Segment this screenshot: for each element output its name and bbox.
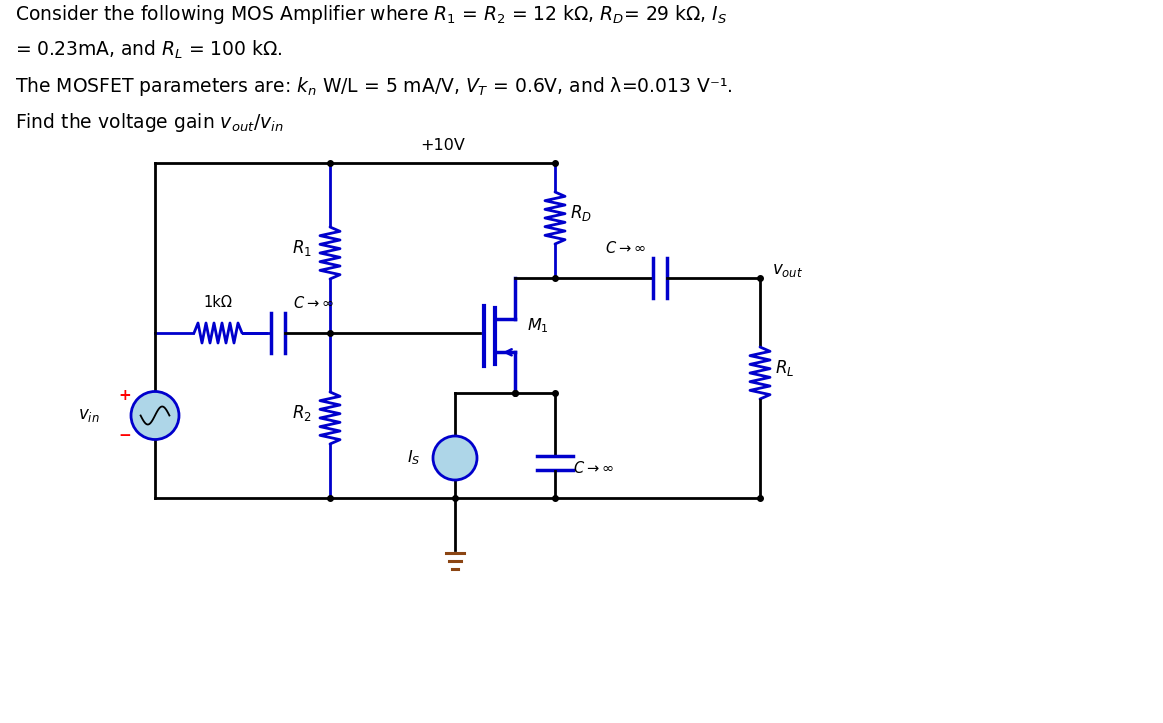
- Text: +: +: [119, 388, 131, 403]
- Text: The MOSFET parameters are: $k_n$ W/L = 5 mA/V, $V_T$ = 0.6V, and λ=0.013 V⁻¹.: The MOSFET parameters are: $k_n$ W/L = 5…: [15, 75, 733, 98]
- Text: $I_S$: $I_S$: [407, 449, 420, 467]
- Text: $C \rightarrow \infty$: $C \rightarrow \infty$: [605, 240, 645, 256]
- Text: −: −: [119, 428, 131, 443]
- Text: $R_1$: $R_1$: [292, 238, 312, 258]
- Text: Find the voltage gain $v_{out}$/$v_{in}$: Find the voltage gain $v_{out}$/$v_{in}$: [15, 111, 284, 134]
- Text: $M_1$: $M_1$: [527, 316, 549, 335]
- Circle shape: [131, 391, 179, 440]
- Text: $v_{out}$: $v_{out}$: [772, 261, 804, 279]
- Text: $R_2$: $R_2$: [292, 403, 312, 423]
- Text: = 0.23mA, and $R_L$ = 100 kΩ.: = 0.23mA, and $R_L$ = 100 kΩ.: [15, 39, 283, 61]
- Text: $v_{in}$: $v_{in}$: [78, 406, 100, 424]
- Circle shape: [433, 436, 477, 480]
- Text: $R_D$: $R_D$: [570, 203, 592, 223]
- Text: $C \rightarrow \infty$: $C \rightarrow \infty$: [573, 460, 614, 476]
- Text: $R_L$: $R_L$: [775, 358, 794, 378]
- Text: $C \rightarrow \infty$: $C \rightarrow \infty$: [293, 295, 334, 311]
- Text: +10V: +10V: [420, 138, 465, 153]
- Text: Consider the following MOS Amplifier where $R_1$ = $R_2$ = 12 kΩ, $R_D$= 29 kΩ, : Consider the following MOS Amplifier whe…: [15, 3, 727, 26]
- Text: 1kΩ: 1kΩ: [204, 295, 233, 310]
